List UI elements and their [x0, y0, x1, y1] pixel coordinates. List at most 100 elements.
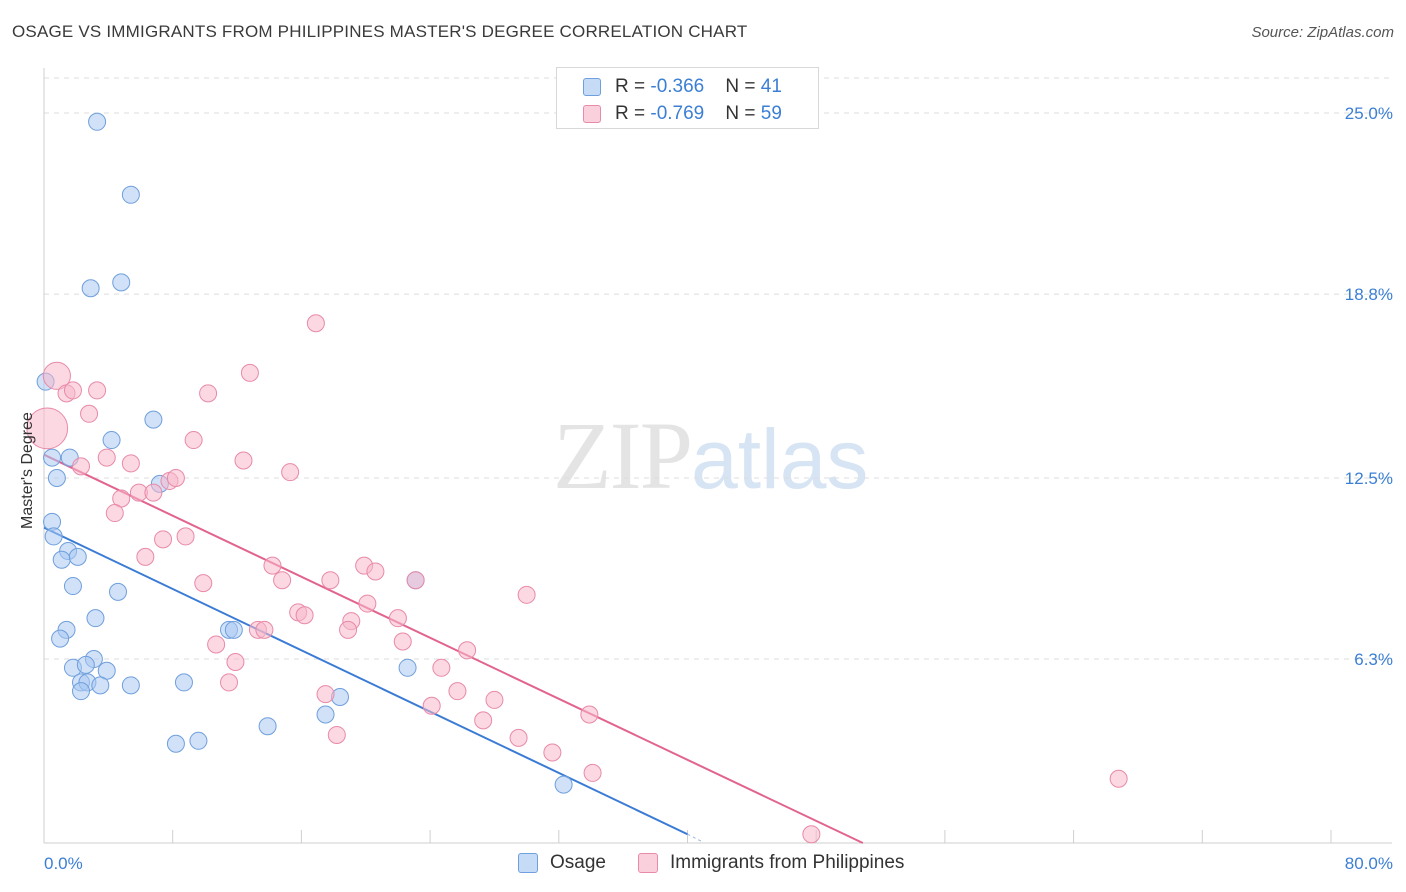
watermark-atlas: atlas [691, 412, 869, 506]
philippines-point [485, 690, 504, 709]
philippines-point [42, 361, 71, 390]
philippines-r-value: -0.769 [650, 103, 705, 124]
philippines-point [316, 685, 335, 704]
philippines-point [339, 620, 358, 639]
philippines-point [176, 527, 195, 546]
philippines-point [1109, 769, 1128, 788]
philippines-point [255, 620, 274, 639]
philippines-point [105, 504, 124, 523]
osage-trend-line [43, 526, 688, 836]
osage-point [121, 676, 140, 695]
correlation-legend: R = -0.366 N = 41 R = -0.769 N = 59 [556, 67, 819, 129]
legend-text-osage: R = -0.366 N = 41 [615, 76, 782, 98]
osage-point [43, 448, 62, 467]
osage-point [109, 582, 128, 601]
y-tick-label: 18.8% [1345, 285, 1393, 304]
x-tick-label: 0.0% [44, 854, 83, 873]
osage-point [44, 527, 63, 546]
philippines-point [583, 763, 602, 782]
osage-point [47, 469, 66, 488]
legend-text-philippines: R = -0.769 N = 59 [615, 103, 782, 125]
osage-n-value: 41 [760, 76, 782, 97]
philippines-swatch [583, 105, 601, 123]
osage-point [102, 431, 121, 450]
philippines-point [121, 454, 140, 473]
philippines-point [448, 682, 467, 701]
philippines-point [184, 431, 203, 450]
osage-point [331, 688, 350, 707]
philippines-point [166, 469, 185, 488]
philippines-point [194, 574, 213, 593]
philippines-n-value: 59 [760, 103, 782, 124]
philippines-point [207, 635, 226, 654]
philippines-point [295, 606, 314, 625]
osage-point [76, 655, 95, 674]
philippines-r-label: R = [615, 103, 651, 124]
osage-point [81, 279, 100, 298]
philippines-point [97, 448, 116, 467]
y-tick-label: 12.5% [1345, 469, 1393, 488]
watermark-zip: ZIP [553, 402, 693, 509]
philippines-point [509, 728, 528, 747]
osage-point [52, 550, 71, 569]
philippines-point [154, 530, 173, 549]
philippines-n-label: N = [725, 103, 761, 124]
philippines-point [226, 652, 245, 671]
bottom-osage-label: Osage [550, 852, 606, 873]
philippines-point [136, 547, 155, 566]
philippines-point [327, 725, 346, 744]
osage-point [174, 673, 193, 692]
osage-point [189, 731, 208, 750]
philippines-point [63, 381, 82, 400]
philippines-point [281, 463, 300, 482]
bottom-philippines-swatch [638, 853, 658, 873]
x-tick-label: 80.0% [1345, 854, 1393, 873]
osage-point [398, 658, 417, 677]
philippines-point [263, 556, 282, 575]
osage-point [121, 185, 140, 204]
osage-point [144, 410, 163, 429]
philippines-point [358, 594, 377, 613]
osage-r-label: R = [615, 76, 651, 97]
bottom-osage-swatch [518, 853, 538, 873]
philippines-point [80, 404, 99, 423]
philippines-point [88, 381, 107, 400]
philippines-point [306, 314, 325, 333]
tick-labels: 6.3% 12.5% 18.8% 25.0% 0.0% 80.0% Master's Deg… [19, 104, 1393, 873]
philippines-point [432, 658, 451, 677]
osage-point [88, 112, 107, 131]
source-label: Source: ZipAtlas.com [1251, 24, 1394, 41]
philippines-point [240, 363, 259, 382]
osage-point [554, 775, 573, 794]
bottom-philippines-label: Immigrants from Philippines [670, 852, 905, 873]
y-axis-label: Master's Degree [19, 412, 36, 529]
philippines-point [366, 562, 385, 581]
philippines-point [26, 407, 69, 450]
philippines-point [220, 673, 239, 692]
osage-swatch [583, 78, 601, 96]
osage-point [224, 620, 243, 639]
data-points [26, 112, 1128, 844]
chart-title: OSAGE VS IMMIGRANTS FROM PHILIPPINES MAS… [12, 22, 748, 41]
osage-point [72, 682, 91, 701]
osage-point [91, 676, 110, 695]
trend-lines [43, 453, 864, 844]
osage-r-value: -0.366 [650, 76, 705, 97]
osage-point [68, 547, 87, 566]
philippines-point [393, 632, 412, 651]
philippines-point [474, 711, 493, 730]
philippines-point [580, 705, 599, 724]
osage-point [316, 705, 335, 724]
philippines-point [144, 483, 163, 502]
osage-point [63, 577, 82, 596]
philippines-point [273, 571, 292, 590]
philippines-point [802, 825, 821, 844]
philippines-point [543, 743, 562, 762]
philippines-point [72, 457, 91, 476]
watermark: ZIPatlas [553, 400, 868, 511]
osage-point [166, 734, 185, 753]
philippines-point [388, 609, 407, 628]
osage-n-label: N = [725, 76, 761, 97]
philippines-point [458, 641, 477, 660]
